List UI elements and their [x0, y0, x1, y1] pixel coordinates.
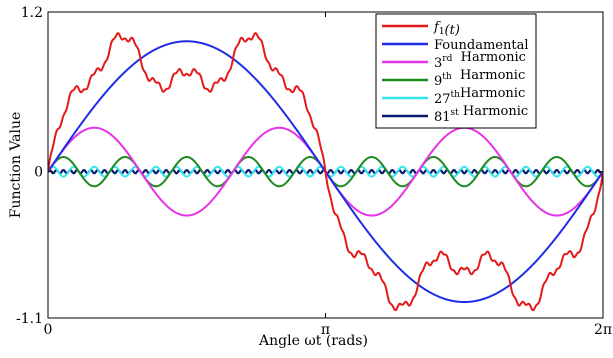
x-tick-label: 2π — [594, 322, 612, 338]
y-tick-label: 0 — [34, 165, 43, 181]
x-tick-label: π — [321, 322, 330, 338]
legend-box — [375, 13, 537, 129]
series-line-f1 — [48, 32, 603, 312]
x-tick-label: 0 — [44, 322, 53, 338]
y-tick-label: 1.2 — [21, 5, 43, 21]
legend-label-h9: 9th Harmonic — [434, 68, 525, 89]
series-layer — [48, 32, 603, 312]
legend-label-f1: f1(t) — [433, 20, 460, 38]
legend-label-h1: Foundamental — [434, 38, 528, 53]
legend-label-h27: 27thHarmonic — [434, 86, 525, 107]
x-axis-label: Angle ωt (rads) — [258, 333, 368, 349]
legend-label-h3: 3rd Harmonic — [434, 50, 526, 71]
y-axis-label: Function Value — [8, 112, 24, 219]
legend-label-h81: 81st Harmonic — [434, 104, 528, 125]
axes-layer: 0 π 2π1.20-1.1 — [16, 5, 612, 338]
y-tick-label: -1.1 — [16, 311, 43, 327]
